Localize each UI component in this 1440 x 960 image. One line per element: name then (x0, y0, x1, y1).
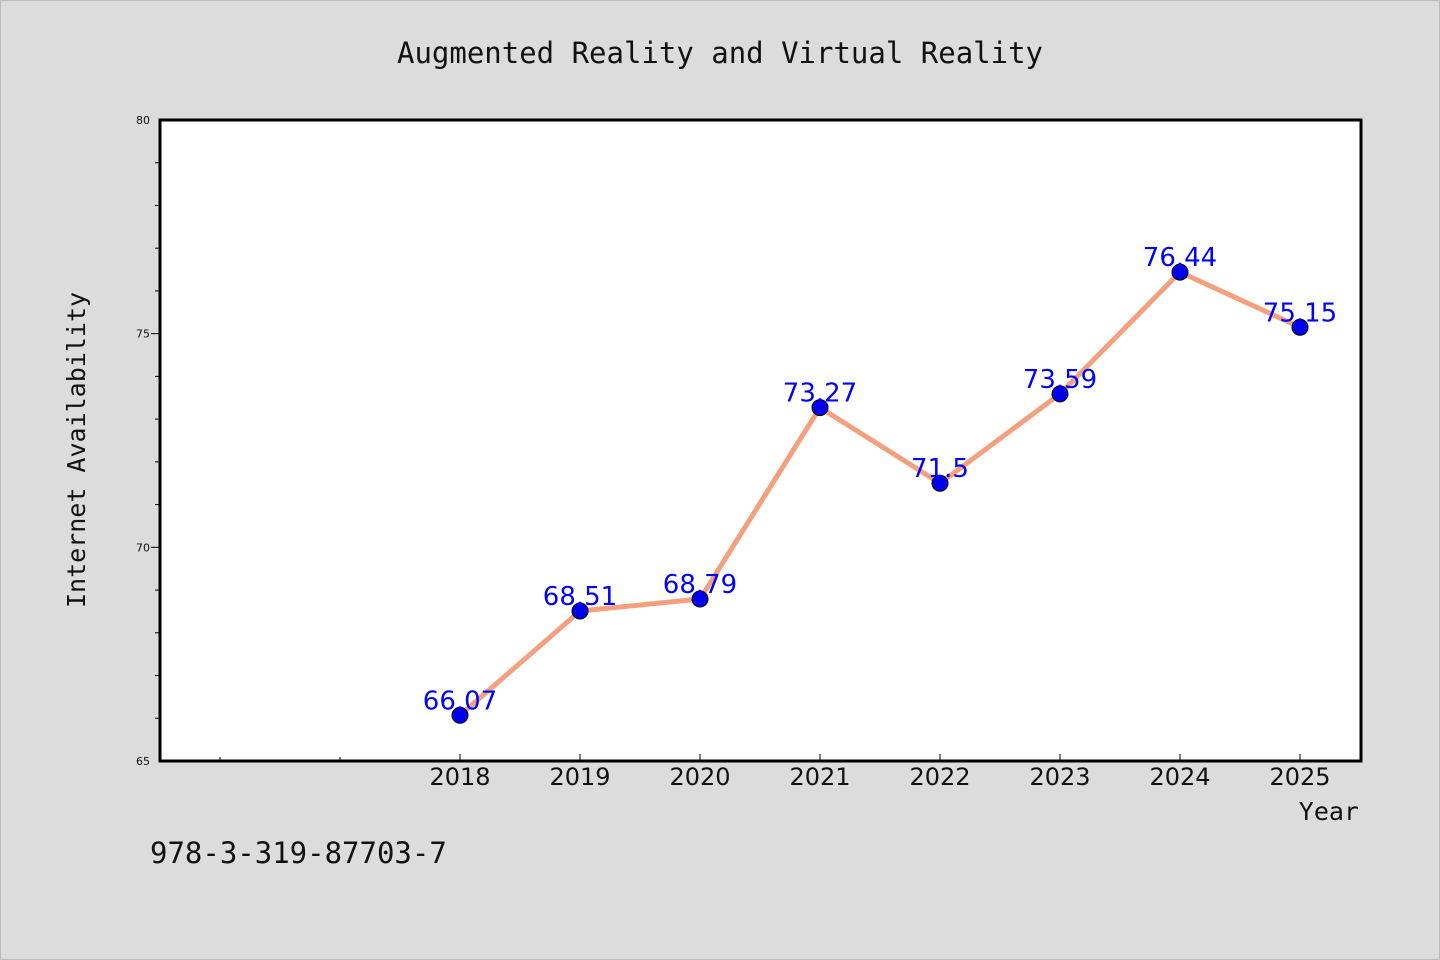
data-label: 76.44 (1143, 243, 1217, 273)
x-axis-label: Year (1299, 797, 1359, 826)
series-line (458, 269, 1302, 718)
x-axis: 2018 2019 2020 2021 2022 2023 2024 2025 (219, 754, 1331, 791)
isbn-text: 978-3-319-87703-7 (150, 836, 447, 870)
plot-area (158, 118, 1363, 763)
y-tick-label: 65 (136, 755, 150, 768)
x-tick-label: 2019 (549, 763, 610, 791)
data-label: 71.5 (911, 454, 969, 484)
chart-title: Augmented Reality and Virtual Reality (397, 36, 1043, 70)
y-axis-label: Internet Availability (62, 292, 91, 608)
x-tick-label: 2022 (909, 763, 970, 791)
x-tick-label: 2018 (429, 763, 490, 791)
data-label: 75.15 (1263, 298, 1337, 328)
x-tick-label: 2023 (1029, 763, 1090, 791)
series-layer: 66.07 68.51 68.79 73.27 71.5 73.59 76.44 75.15 (423, 243, 1337, 724)
data-label: 68.79 (663, 570, 737, 600)
data-point (691, 590, 709, 608)
data-point (1171, 263, 1189, 281)
data-point (931, 474, 949, 492)
data-label: 68.51 (543, 582, 617, 612)
data-point (451, 706, 469, 724)
y-tick-label: 75 (136, 328, 150, 341)
data-point (811, 399, 829, 417)
x-tick-label: 2021 (789, 763, 850, 791)
data-point (1051, 385, 1069, 403)
x-tick-label: 2024 (1149, 763, 1210, 791)
data-point (571, 602, 589, 620)
data-label: 73.59 (1023, 365, 1097, 395)
y-tick-label: 70 (136, 541, 150, 554)
x-tick-label: 2025 (1269, 763, 1330, 791)
y-axis: 65 70 75 80 (136, 114, 159, 768)
x-tick-label: 2020 (669, 763, 730, 791)
data-label: 66.07 (423, 686, 497, 716)
data-label: 73.27 (783, 379, 857, 409)
data-point (1291, 318, 1309, 336)
y-tick-label: 80 (136, 114, 150, 127)
